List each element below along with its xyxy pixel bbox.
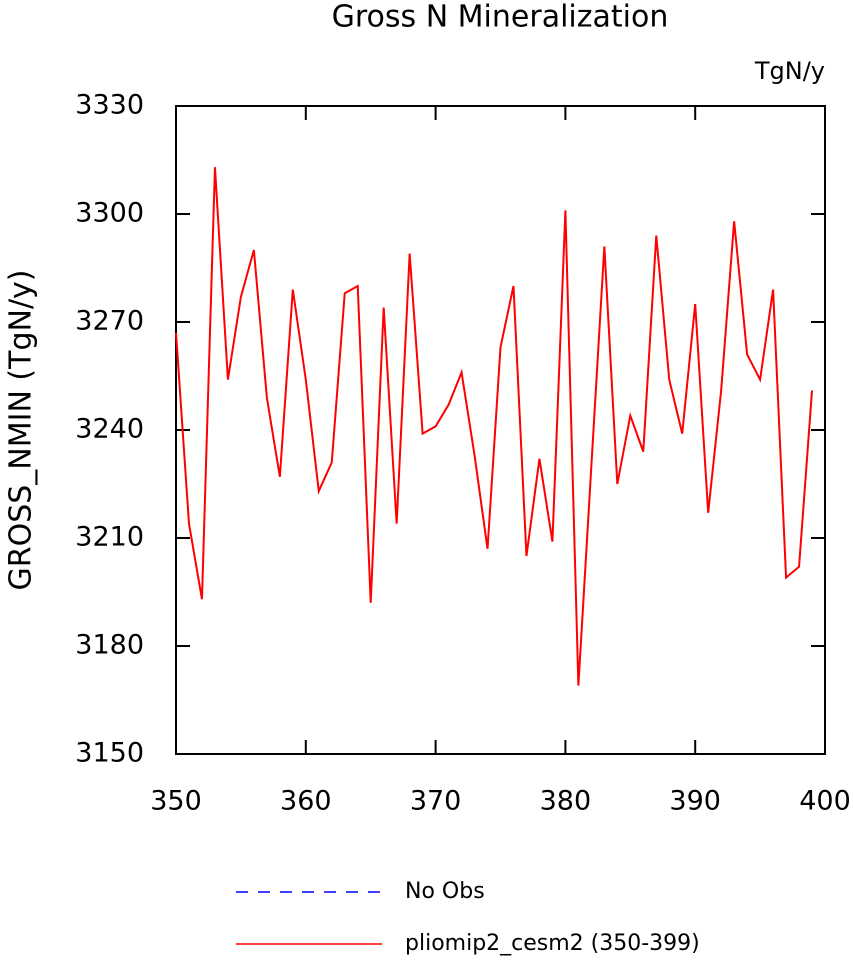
x-tick-label: 400 (799, 786, 851, 817)
y-tick-label: 3270 (75, 306, 144, 337)
units-label: TgN/y (754, 57, 825, 85)
y-tick-label: 3240 (75, 414, 144, 445)
data-line (175, 167, 814, 686)
y-tick-label: 3150 (75, 738, 144, 769)
x-tick-label: 360 (280, 786, 332, 817)
legend-label: pliomip2_cesm2 (350-399) (405, 931, 700, 956)
x-tick-label: 390 (669, 786, 721, 817)
chart-title: Gross N Mineralization (332, 0, 669, 35)
legend-label: No Obs (405, 879, 485, 904)
y-tick-label: 3210 (75, 522, 144, 553)
y-tick-label: 3330 (75, 90, 144, 121)
y-tick-label: 3300 (75, 198, 144, 229)
y-tick-label: 3180 (75, 630, 144, 661)
plot-frame (175, 105, 826, 755)
x-tick-label: 370 (410, 786, 462, 817)
x-tick-label: 380 (540, 786, 592, 817)
x-tick-label: 350 (150, 786, 202, 817)
y-axis-label: GROSS_NMIN (TgN/y) (4, 269, 39, 590)
